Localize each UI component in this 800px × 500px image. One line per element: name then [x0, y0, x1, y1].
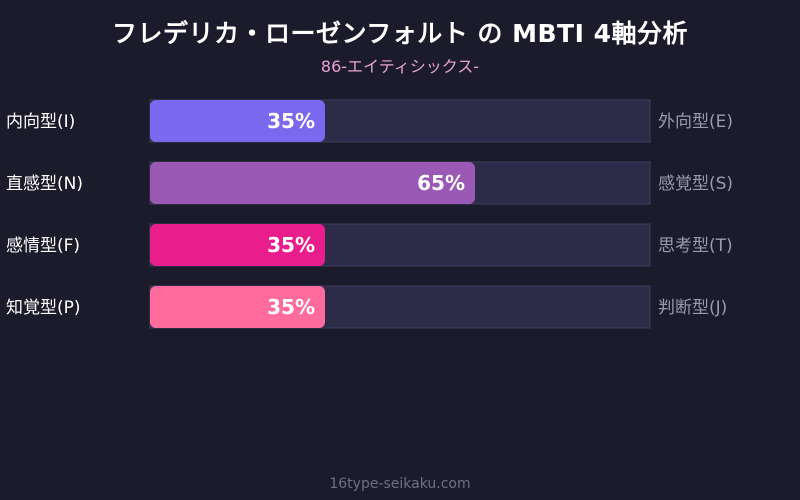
site-footer: 16type-seikaku.com — [329, 476, 471, 492]
chart-subtitle: 86-エイティシックス- — [320, 57, 480, 76]
axis-right-label: 思考型(T) — [658, 236, 733, 256]
bar-value-label: 35% — [267, 109, 315, 133]
bar-value-label: 35% — [267, 295, 315, 319]
axis-left-label: 知覚型(P) — [6, 298, 81, 318]
bar-fill — [150, 286, 325, 328]
axis-right-label: 感覚型(S) — [658, 174, 733, 194]
bar-fill — [150, 162, 475, 204]
bar-value-label: 35% — [267, 233, 315, 257]
bar-fill — [150, 100, 325, 142]
axis-left-label: 感情型(F) — [6, 236, 80, 256]
chart-title: フレデリカ・ローゼンフォルト の MBTI 4軸分析 — [111, 19, 689, 48]
bar-fill — [150, 224, 325, 266]
bar-value-label: 65% — [417, 171, 465, 195]
axis-right-label: 判断型(J) — [658, 298, 727, 318]
axis-right-label: 外向型(E) — [658, 112, 733, 132]
axis-left-label: 直感型(N) — [6, 174, 83, 194]
axis-left-label: 内向型(I) — [6, 112, 75, 132]
